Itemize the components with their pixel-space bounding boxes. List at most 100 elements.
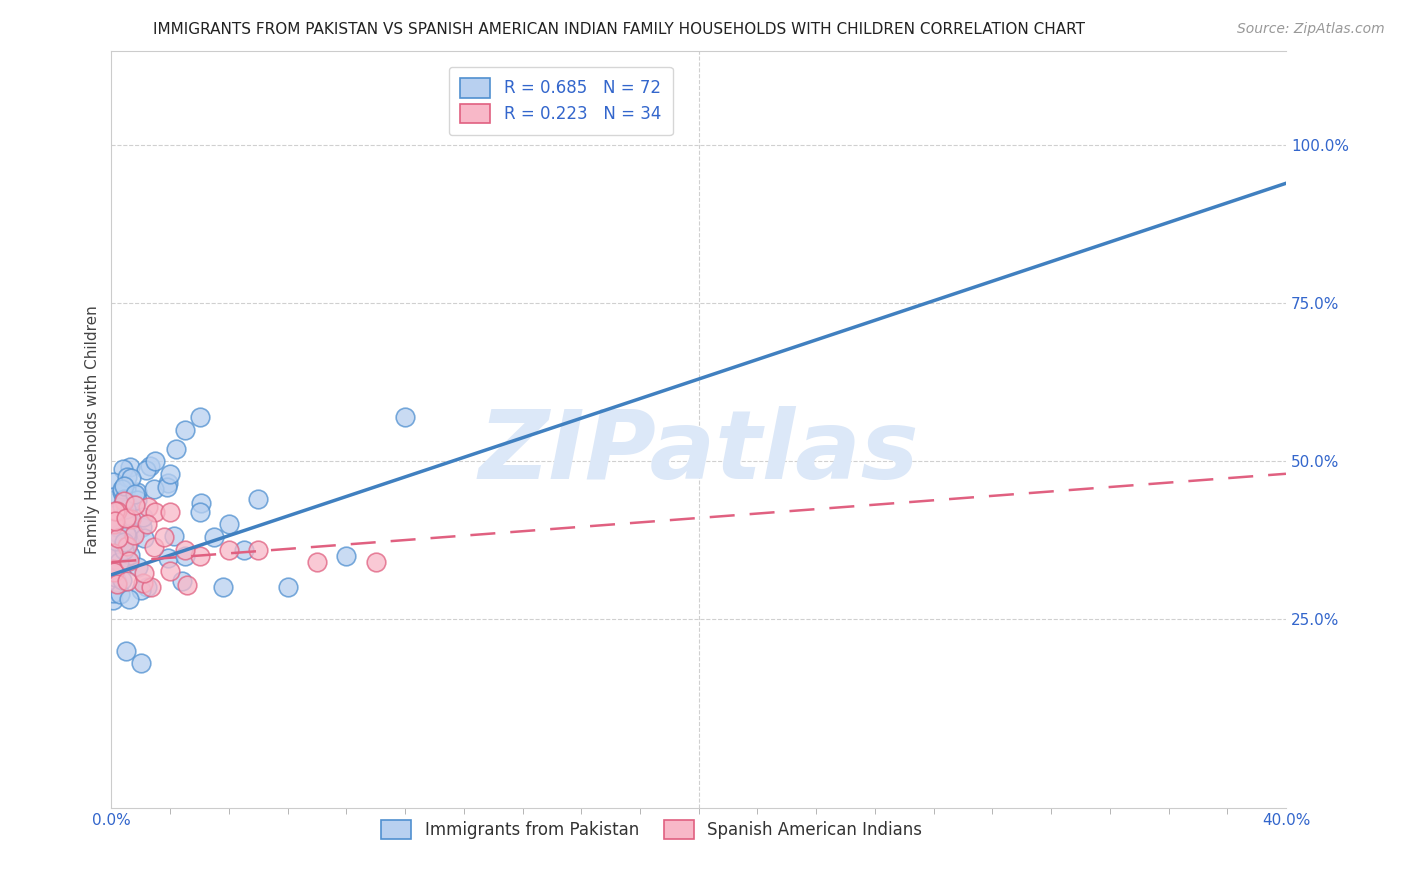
Point <box>118 460 141 475</box>
Point <box>107 531 129 545</box>
Text: IMMIGRANTS FROM PAKISTAN VS SPANISH AMERICAN INDIAN FAMILY HOUSEHOLDS WITH CHILD: IMMIGRANTS FROM PAKISTAN VS SPANISH AMER… <box>153 22 1084 37</box>
Point <box>136 500 159 515</box>
Point <box>129 583 152 598</box>
Point <box>247 491 270 506</box>
Point <box>156 476 179 491</box>
Point <box>118 535 141 549</box>
Point <box>156 480 179 494</box>
Point <box>111 483 134 497</box>
Point <box>107 545 129 559</box>
Point <box>135 462 157 476</box>
Point <box>141 580 163 594</box>
Point <box>136 580 159 594</box>
Point <box>145 505 167 519</box>
Point <box>103 592 125 607</box>
Point <box>127 560 149 574</box>
Point <box>138 458 160 473</box>
Point <box>115 511 138 525</box>
Point <box>115 483 138 497</box>
Point <box>120 512 142 526</box>
Point <box>124 499 146 513</box>
Text: Source: ZipAtlas.com: Source: ZipAtlas.com <box>1237 22 1385 37</box>
Point <box>115 501 138 516</box>
Point <box>394 409 416 424</box>
Point <box>190 496 212 510</box>
Point <box>335 549 357 563</box>
Point <box>188 549 211 563</box>
Point <box>120 548 142 562</box>
Point <box>105 520 128 534</box>
Point <box>104 570 127 584</box>
Point <box>173 549 195 563</box>
Point <box>112 491 135 506</box>
Point <box>277 581 299 595</box>
Point <box>111 485 134 500</box>
Point <box>202 530 225 544</box>
Point <box>114 479 136 493</box>
Point <box>247 542 270 557</box>
Legend: Immigrants from Pakistan, Spanish American Indians: Immigrants from Pakistan, Spanish Americ… <box>374 813 929 846</box>
Point <box>122 525 145 540</box>
Point <box>134 566 156 581</box>
Point <box>176 578 198 592</box>
Point <box>153 530 176 544</box>
Point <box>364 555 387 569</box>
Point <box>163 529 186 543</box>
Point <box>112 543 135 558</box>
Point <box>117 539 139 553</box>
Point <box>101 562 124 576</box>
Point <box>101 490 124 504</box>
Text: ZIPatlas: ZIPatlas <box>478 406 920 499</box>
Point <box>108 527 131 541</box>
Point <box>170 574 193 588</box>
Point <box>112 534 135 549</box>
Point <box>117 529 139 543</box>
Point <box>103 517 125 532</box>
Point <box>127 485 149 500</box>
Point <box>114 494 136 508</box>
Point <box>159 565 181 579</box>
Point <box>115 643 138 657</box>
Point <box>101 585 124 599</box>
Point <box>115 574 138 589</box>
Point <box>159 505 181 519</box>
Point <box>132 576 155 591</box>
Point <box>114 527 136 541</box>
Y-axis label: Family Households with Children: Family Households with Children <box>86 305 100 554</box>
Point <box>105 533 128 548</box>
Point <box>165 442 187 456</box>
Point <box>107 550 129 565</box>
Point <box>143 482 166 496</box>
Point <box>110 587 132 601</box>
Point <box>131 520 153 534</box>
Point <box>115 470 138 484</box>
Point <box>173 423 195 437</box>
Point <box>129 657 152 671</box>
Point <box>305 555 328 569</box>
Point <box>156 551 179 566</box>
Point <box>122 528 145 542</box>
Point <box>112 494 135 508</box>
Point <box>101 475 124 490</box>
Point <box>143 540 166 554</box>
Point <box>118 554 141 568</box>
Point <box>212 581 235 595</box>
Point <box>111 462 134 476</box>
Point <box>108 555 131 569</box>
Point <box>132 531 155 545</box>
Point <box>188 505 211 519</box>
Point <box>188 409 211 424</box>
Point <box>159 467 181 481</box>
Point <box>218 542 240 557</box>
Point <box>105 504 128 518</box>
Point <box>111 573 134 587</box>
Point <box>114 550 136 565</box>
Point <box>104 515 127 529</box>
Point <box>118 592 141 607</box>
Point <box>105 574 128 589</box>
Point <box>120 471 142 485</box>
Point <box>117 510 139 524</box>
Point <box>111 500 134 514</box>
Point <box>104 504 127 518</box>
Point <box>105 577 128 591</box>
